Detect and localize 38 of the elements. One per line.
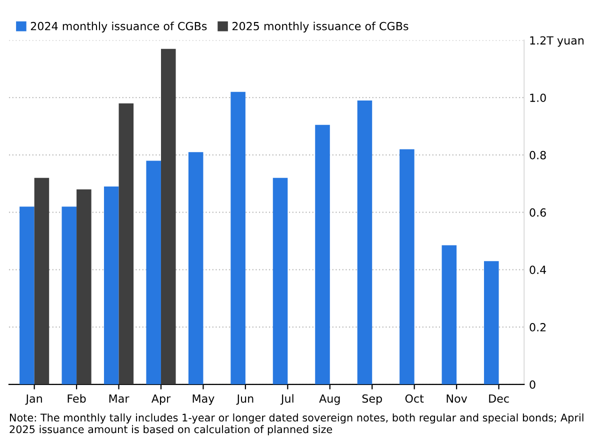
bar	[400, 149, 414, 384]
x-tick-label: Jul	[280, 394, 294, 405]
x-tick-label: Oct	[405, 394, 424, 403]
y-tick-label: 0.4	[530, 266, 546, 274]
y-tick-label: 0.2	[530, 323, 546, 332]
bar	[315, 124, 330, 384]
x-tick-label: Dec	[489, 394, 509, 403]
bar	[146, 160, 161, 384]
bar	[20, 206, 34, 384]
bar	[118, 103, 134, 384]
bar	[104, 186, 119, 384]
x-tick-label: Jun	[236, 394, 254, 405]
bar	[188, 152, 204, 384]
x-tick-label: Nov	[446, 394, 468, 403]
x-tick-label: Feb	[68, 394, 86, 403]
x-tick-label: Apr	[151, 394, 171, 405]
x-tick-label: Aug	[319, 394, 340, 405]
bar	[34, 178, 50, 384]
bar	[62, 206, 77, 384]
x-tick-label: Jan	[25, 394, 42, 405]
bar	[230, 92, 246, 384]
y-tick-label: 1.2T yuan	[530, 36, 584, 47]
legend-label: 2025 monthly issuance of CGBs	[232, 22, 408, 32]
y-tick-label: 0	[530, 380, 536, 389]
text: Note: The monthly tally includes 1-year or longer dated sovereign notes, both regular and special bonds; April 2025 issuance amount is based on calculation of planned size	[10, 413, 584, 436]
x-tick-label: May	[192, 394, 214, 405]
y-tick-label: 1.0	[530, 94, 546, 102]
bar	[272, 178, 288, 384]
bar	[76, 189, 92, 384]
bar	[484, 261, 499, 384]
x-tick-label: Mar	[109, 394, 130, 403]
y-tick-label: 0.6	[530, 208, 546, 217]
bar	[160, 48, 176, 384]
bar	[357, 100, 372, 384]
x-tick-label: Sep	[362, 394, 382, 405]
legend-label: 2024 monthly issuance of CGBs	[30, 22, 207, 32]
y-tick-label: 0.8	[530, 150, 546, 160]
bar	[442, 245, 457, 384]
